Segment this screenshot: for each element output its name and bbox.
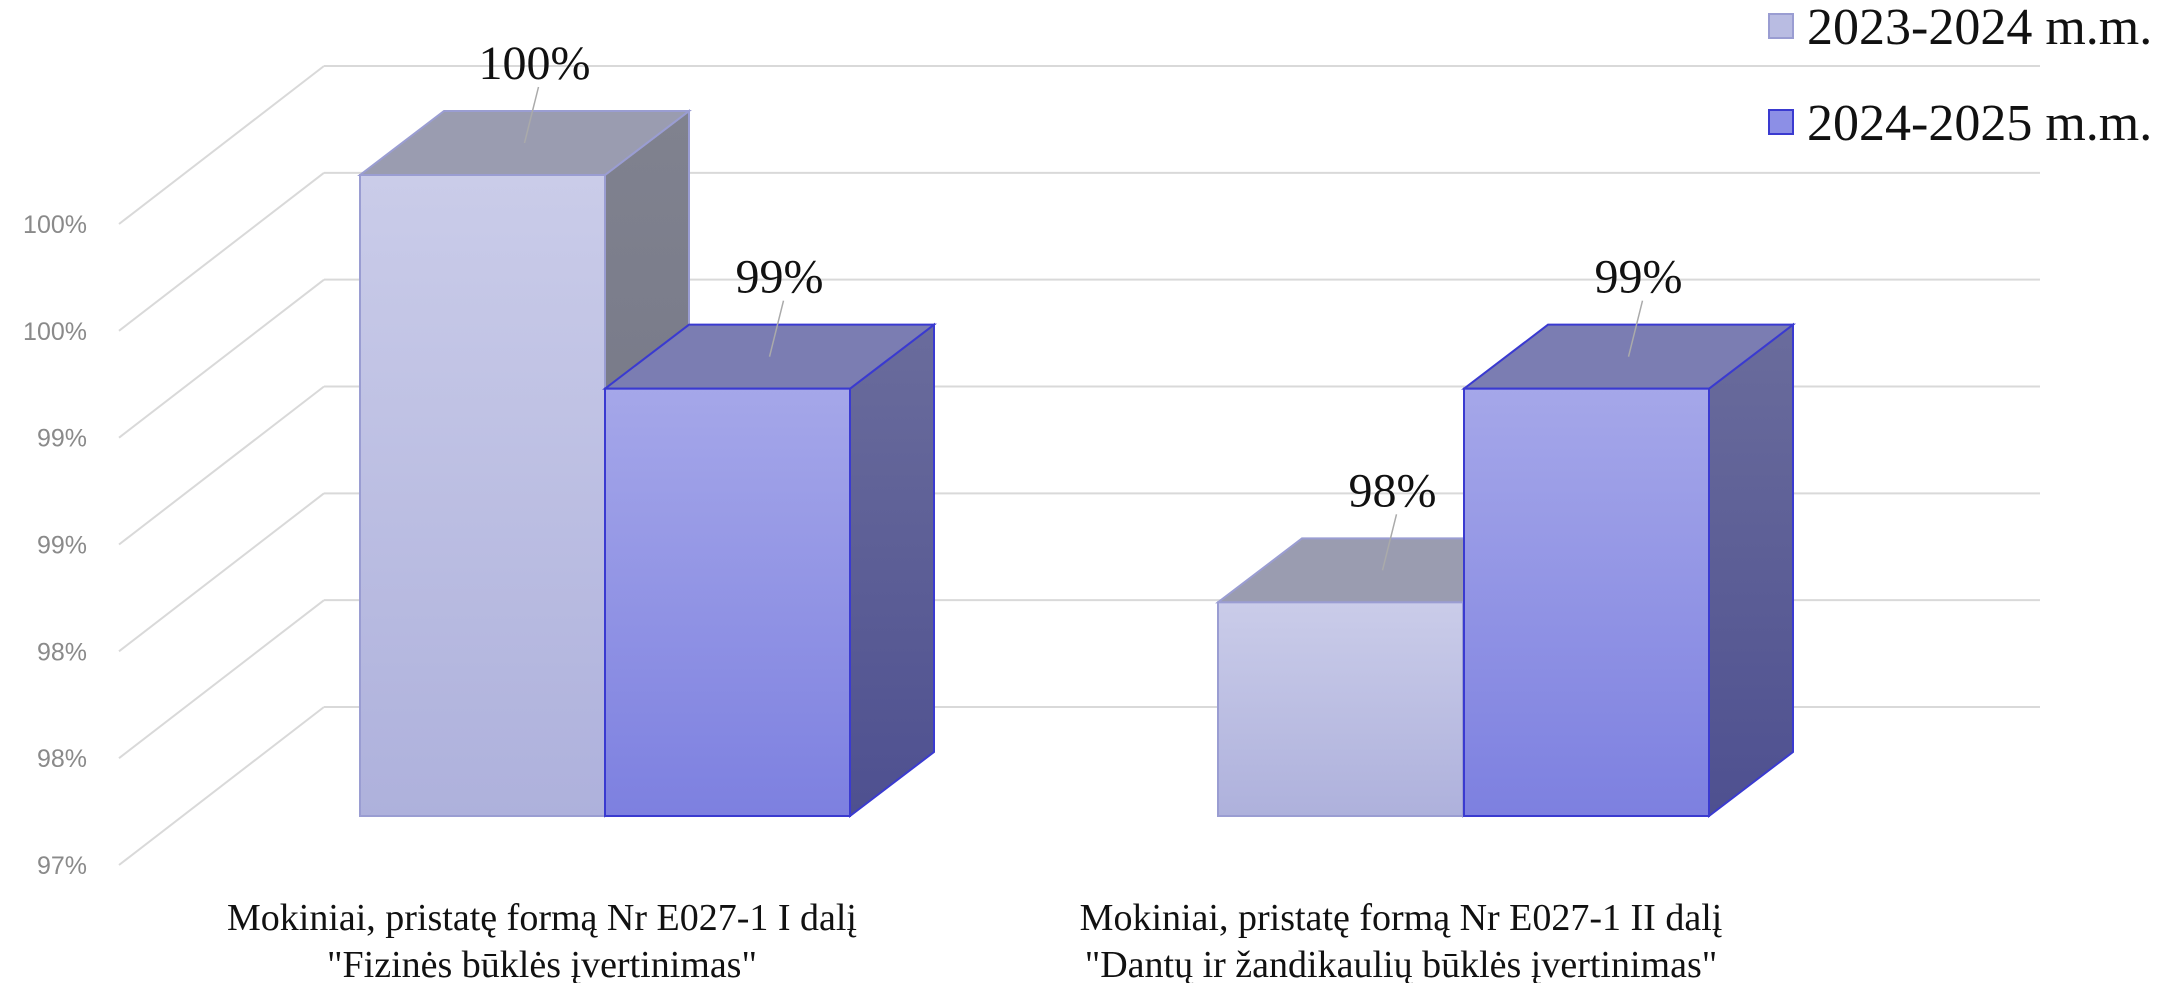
y-tick-label: 98% bbox=[37, 745, 87, 773]
bar bbox=[604, 387, 851, 817]
x-tick-label: Mokiniai, pristatę formą Nr E027-1 I dal… bbox=[227, 897, 857, 939]
leader-line bbox=[1381, 514, 1398, 571]
x-tick-label: Mokiniai, pristatę formą Nr E027-1 II da… bbox=[1080, 897, 1723, 939]
value-label: 99% bbox=[736, 251, 824, 304]
y-tick-label: 99% bbox=[37, 532, 87, 560]
grid-line bbox=[118, 599, 325, 759]
y-tick-label: 98% bbox=[37, 638, 87, 666]
grid-line bbox=[118, 492, 325, 653]
y-tick-label: 100% bbox=[23, 318, 87, 346]
y-tick-label: 97% bbox=[37, 852, 87, 880]
grid-line bbox=[118, 172, 325, 332]
leader-line bbox=[768, 300, 785, 357]
legend-swatch bbox=[1768, 109, 1794, 135]
grid-line bbox=[118, 385, 325, 546]
y-tick-label: 99% bbox=[37, 425, 87, 453]
x-tick-label: "Dantų ir žandikaulių būklės įvertinimas… bbox=[1085, 944, 1718, 983]
value-label: 98% bbox=[1349, 464, 1437, 517]
grid-line bbox=[118, 65, 325, 225]
bar bbox=[359, 174, 606, 817]
grid-line bbox=[118, 278, 325, 439]
leader-line bbox=[523, 86, 540, 144]
legend-swatch bbox=[1768, 13, 1794, 39]
value-label: 100% bbox=[479, 37, 591, 90]
grid-line bbox=[118, 706, 325, 866]
y-tick-label: 100% bbox=[23, 211, 87, 239]
legend-label: 2024-2025 m.m. bbox=[1807, 95, 2152, 152]
value-label: 99% bbox=[1595, 251, 1683, 304]
bar bbox=[1217, 601, 1464, 817]
legend-label: 2023-2024 m.m. bbox=[1807, 0, 2152, 56]
bar bbox=[1463, 387, 1710, 817]
bar-side bbox=[1708, 322, 1794, 819]
leader-line bbox=[1627, 300, 1644, 357]
x-tick-label: "Fizinės būklės įvertinimas" bbox=[327, 944, 757, 983]
bar-side bbox=[849, 322, 935, 819]
